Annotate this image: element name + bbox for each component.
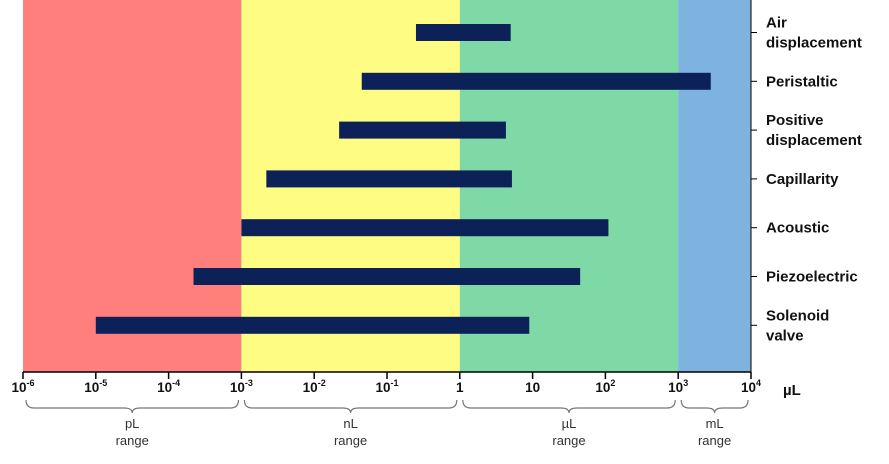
bar-capillarity [266, 170, 512, 188]
x-tick-label: 10-4 [157, 378, 180, 395]
x-tick-label: 10-2 [303, 378, 326, 395]
category-label-air-displacement: Air displacement [766, 15, 862, 52]
bar-acoustic [241, 219, 609, 237]
range-brace [25, 399, 239, 414]
range-label: range [698, 433, 731, 448]
x-tick-label: 10-3 [230, 378, 253, 395]
bar-positive-displacement [339, 121, 506, 139]
bar-piezoelectric [193, 268, 581, 285]
x-axis: 10-6 10-5 10-4 10-3 10-2 10-1 1 10 102 103 104 [11, 371, 761, 395]
x-tick-label: 10-5 [84, 378, 107, 395]
category-label-acoustic: Acoustic [766, 220, 829, 237]
band-ml-range [678, 0, 751, 372]
range-brace [243, 399, 458, 414]
x-tick-label: 10-6 [11, 378, 34, 395]
x-tick-label: 104 [741, 378, 761, 395]
x-tick-label: 10 [525, 380, 540, 395]
x-tick-label: 1 [456, 380, 464, 395]
range-label: µL [562, 416, 577, 431]
category-label-positive-displacement: Positive displacement [766, 112, 862, 149]
category-label-piezoelectric: Piezoelectric [766, 269, 858, 286]
range-brace [462, 399, 676, 414]
category-label-solenoid-valve: Solenoid valve [766, 307, 829, 344]
range-braces: pL range nL range µL range mL range [25, 399, 749, 448]
range-label: nL [343, 416, 357, 431]
range-label: pL [125, 416, 139, 431]
bar-solenoid-valve [95, 316, 530, 334]
category-axis: Air displacement Peristaltic Positive displa… [750, 0, 862, 372]
category-label-peristaltic: Peristaltic [766, 73, 838, 90]
technology-bars [95, 24, 711, 334]
category-label-capillarity: Capillarity [766, 171, 839, 188]
band-pl-range [23, 0, 242, 372]
bar-air-displacement [415, 24, 511, 41]
bar-peristaltic [361, 72, 711, 90]
x-axis-unit-label: µL [783, 382, 801, 399]
x-tick-label: 102 [595, 378, 615, 395]
range-label: mL [706, 416, 724, 431]
range-label: range [552, 433, 585, 448]
range-label: range [116, 433, 149, 448]
x-tick-label: 103 [668, 378, 688, 395]
range-label: range [334, 433, 367, 448]
x-tick-label: 10-1 [375, 378, 398, 395]
range-brace [680, 399, 749, 414]
